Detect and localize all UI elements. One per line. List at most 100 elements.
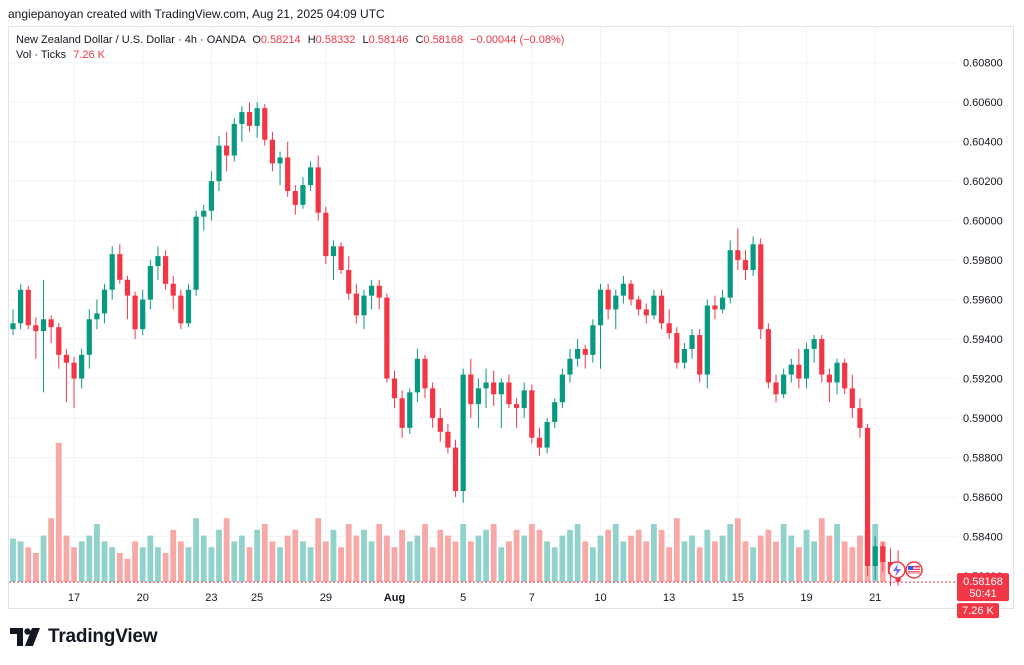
candle-body <box>826 374 833 383</box>
candle <box>773 374 779 403</box>
volume-bar <box>704 529 711 582</box>
volume-bar <box>223 518 230 582</box>
candle-body <box>414 358 420 393</box>
volume-bar <box>773 541 779 582</box>
volume-bar <box>582 541 589 582</box>
candle-body <box>101 289 108 314</box>
volume-bar <box>765 529 772 582</box>
candle-body <box>201 210 207 217</box>
candle-body <box>86 319 92 355</box>
low-value: 0.58146 <box>368 34 409 46</box>
volume-bar <box>71 547 77 582</box>
candle-body <box>109 254 115 290</box>
candle-body <box>452 447 459 492</box>
volume-bar <box>467 541 474 582</box>
candle <box>880 542 886 572</box>
volume-bar <box>559 535 566 582</box>
candle <box>529 384 535 444</box>
candle-body <box>140 299 146 330</box>
volume-bar <box>391 547 398 582</box>
time-tick-label: 19 <box>800 592 812 604</box>
candle <box>361 289 367 330</box>
candle <box>620 275 626 304</box>
candle-body <box>651 295 657 316</box>
volume-bar <box>757 535 764 582</box>
volume-bar <box>788 535 795 582</box>
candle <box>796 348 802 389</box>
volume-bar <box>315 518 322 582</box>
open-value: 0.58214 <box>260 34 301 46</box>
candle-body <box>834 362 840 383</box>
candle-body <box>864 427 871 566</box>
candle-body <box>590 325 596 355</box>
candle-body <box>475 388 482 405</box>
candle-body <box>300 185 306 205</box>
candle-body <box>193 216 199 290</box>
candle-body <box>468 374 474 405</box>
candle <box>575 339 581 367</box>
volume-bar <box>506 541 512 582</box>
flash-event-icon[interactable] <box>888 561 906 579</box>
candle-body <box>765 329 771 383</box>
candle <box>170 275 176 310</box>
candle <box>124 275 131 320</box>
candle-body <box>735 250 741 261</box>
volume-bar <box>567 529 573 582</box>
candle <box>727 240 733 304</box>
candle <box>25 285 31 330</box>
candle <box>636 295 642 316</box>
candle-body <box>391 378 398 399</box>
candle-body <box>124 279 131 296</box>
chart-frame <box>8 26 1014 609</box>
last-price-value: 0.58168 <box>963 576 1003 588</box>
volume-bar <box>681 541 688 582</box>
volume-bar <box>307 547 314 582</box>
price-tick-label: 0.60000 <box>963 216 1003 228</box>
volume-bar <box>483 529 489 582</box>
candle-body <box>819 339 825 375</box>
volume-bar <box>544 541 550 582</box>
volume-bar <box>712 541 718 582</box>
candle <box>666 309 672 340</box>
candle-body <box>292 191 298 205</box>
candle <box>765 323 771 389</box>
candle-body <box>422 358 428 389</box>
candle <box>788 358 794 383</box>
candle <box>346 256 352 300</box>
candle-body <box>460 374 466 492</box>
candle <box>567 348 573 383</box>
volume-bar <box>193 518 200 582</box>
candle <box>544 417 550 454</box>
candle <box>185 283 192 328</box>
candle-body <box>811 339 817 349</box>
footer-logo: TradingView <box>10 626 158 648</box>
volume-bar <box>696 547 703 582</box>
candle <box>498 378 504 428</box>
volume-bar <box>25 547 32 582</box>
chart-grid <box>9 27 957 585</box>
candle <box>63 348 70 403</box>
candle <box>819 335 825 383</box>
candle <box>613 289 619 330</box>
candle <box>330 240 337 280</box>
candle-body <box>285 157 291 192</box>
candle <box>483 368 489 409</box>
candle <box>849 374 855 418</box>
price-tick-label: 0.59200 <box>963 374 1003 386</box>
close-label: C <box>415 34 424 46</box>
candle <box>147 260 153 310</box>
event-icons <box>888 561 923 579</box>
candle-body <box>613 295 619 310</box>
candle-body <box>727 250 733 298</box>
volume-bar <box>490 524 497 582</box>
price-tick-label: 0.58600 <box>963 492 1003 504</box>
us-flag-event-icon[interactable] <box>905 561 923 579</box>
volume-bar <box>414 535 421 582</box>
candle-body <box>849 388 855 409</box>
volume-bar <box>132 541 138 582</box>
candle-body <box>224 145 230 156</box>
candle-body <box>231 123 237 156</box>
candle-body <box>25 289 31 326</box>
